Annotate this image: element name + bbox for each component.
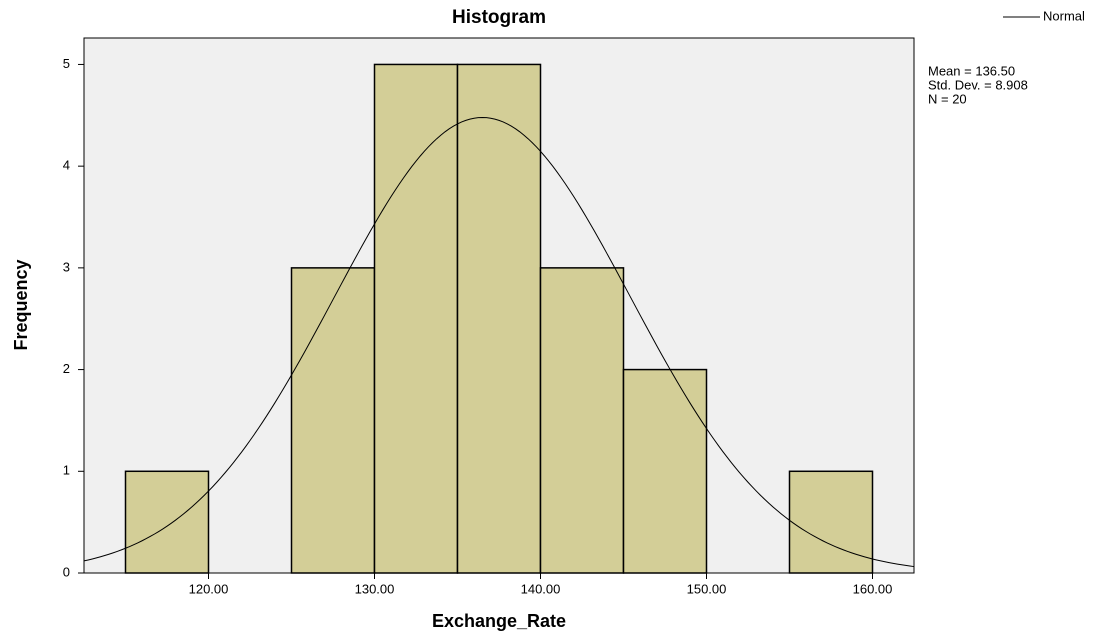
- bar: [373, 63, 459, 574]
- x-tick-label: 160.00: [853, 581, 893, 596]
- chart-title: Histogram: [452, 7, 546, 28]
- y-axis-label: Frequency: [11, 259, 31, 350]
- stat-sd: Std. Dev. = 8.908: [928, 77, 1028, 92]
- x-tick-label: 140.00: [521, 581, 561, 596]
- bar: [290, 267, 376, 574]
- stat-n: N = 20: [928, 91, 967, 106]
- bar: [456, 63, 542, 574]
- bar: [622, 368, 708, 574]
- y-tick-label: 5: [63, 56, 70, 71]
- bar: [788, 470, 874, 574]
- x-tick-label: 120.00: [189, 581, 229, 596]
- x-tick-label: 130.00: [355, 581, 395, 596]
- bar: [124, 470, 210, 574]
- y-tick-label: 3: [63, 259, 70, 274]
- legend-label: Normal: [1043, 8, 1085, 23]
- x-tick-label: 150.00: [687, 581, 727, 596]
- y-tick-label: 0: [63, 564, 70, 579]
- bar: [539, 267, 625, 574]
- y-tick-label: 2: [63, 361, 70, 376]
- y-tick-label: 1: [63, 463, 70, 478]
- normal-curve: [83, 116, 915, 568]
- y-tick-label: 4: [63, 158, 70, 173]
- x-axis-label: Exchange_Rate: [432, 611, 566, 631]
- stat-mean: Mean = 136.50: [928, 63, 1015, 78]
